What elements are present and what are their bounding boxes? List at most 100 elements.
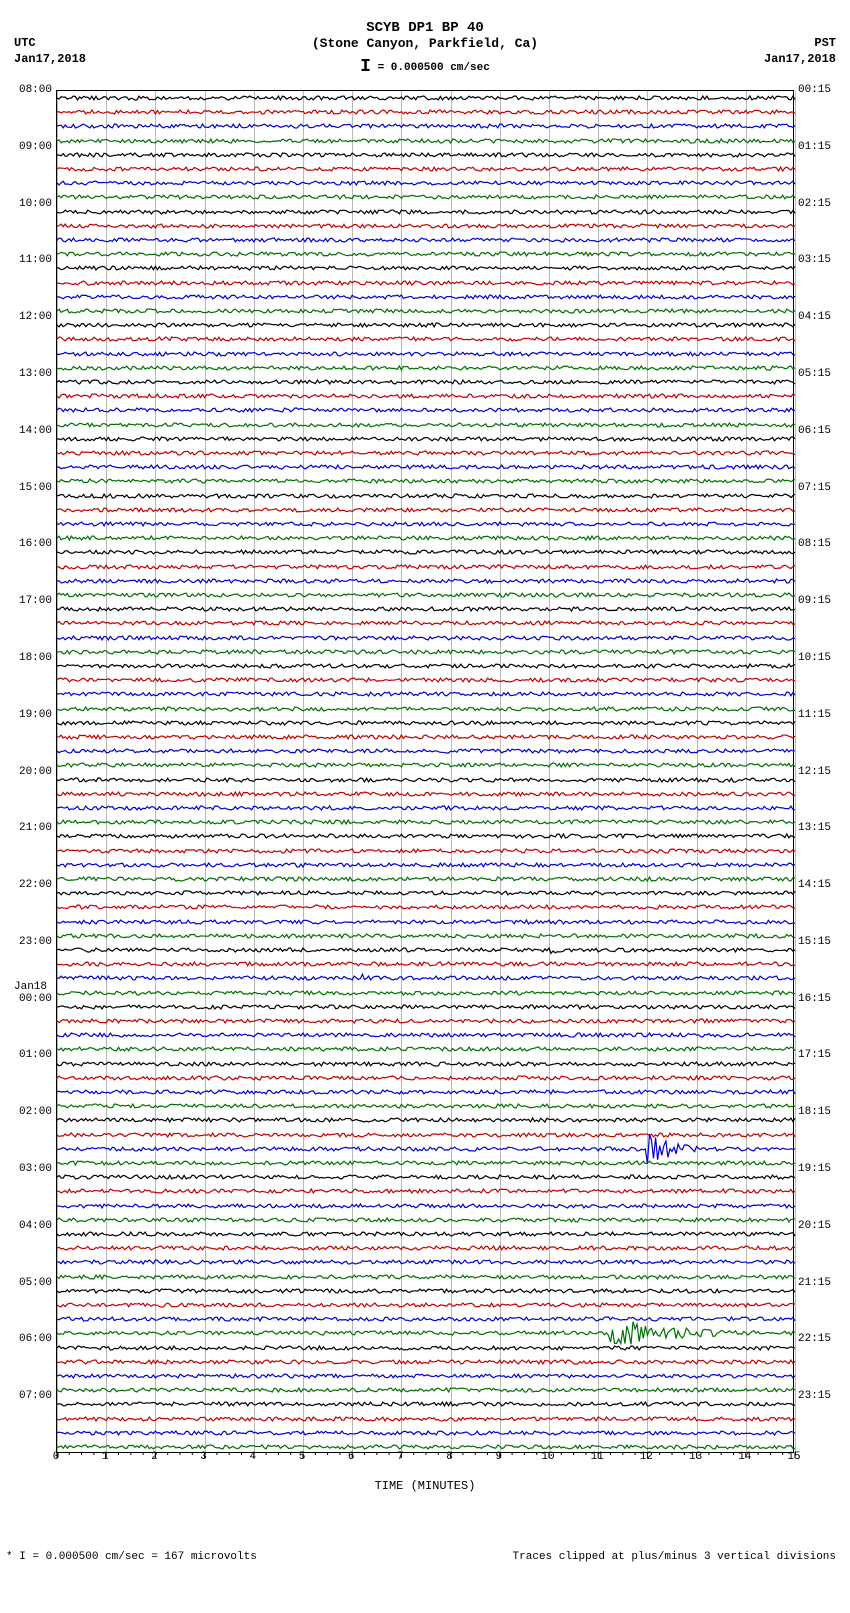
y-right-label: 16:15 (798, 993, 836, 1005)
trace-line (57, 1319, 793, 1320)
x-ticks: 0123456789101112131415 (56, 1443, 794, 1473)
trace-line (57, 254, 793, 255)
trace-line (57, 1191, 793, 1192)
y-left-label: 10:00 (14, 198, 52, 210)
y-right-label: 04:15 (798, 311, 836, 323)
trace-line (57, 311, 793, 312)
header: SCYB DP1 BP 40 (Stone Canyon, Parkfield,… (0, 0, 850, 77)
y-right-label: 17:15 (798, 1049, 836, 1061)
trace-line (57, 1248, 793, 1249)
x-axis-label: TIME (MINUTES) (0, 1479, 850, 1493)
y-left-label: 08:00 (14, 84, 52, 96)
y-right-label: 09:15 (798, 595, 836, 607)
y-right-label: 13:15 (798, 822, 836, 834)
trace-line (57, 283, 793, 284)
trace-line (57, 1262, 793, 1263)
date-right: Jan17,2018 (764, 52, 836, 66)
x-tick-label: 2 (151, 1451, 158, 1463)
trace-line (57, 1362, 793, 1363)
y-left-label: 06:00 (14, 1333, 52, 1345)
x-tick-label: 9 (495, 1451, 502, 1463)
trace-line (57, 808, 793, 809)
y-left-label: 17:00 (14, 595, 52, 607)
trace-line (57, 964, 793, 965)
trace-line (57, 737, 793, 738)
y-right-label: 15:15 (798, 936, 836, 948)
y-right-label: 10:15 (798, 652, 836, 664)
x-tick-label: 7 (397, 1451, 404, 1463)
y-right-label: 07:15 (798, 482, 836, 494)
y-right-label: 14:15 (798, 879, 836, 891)
y-left-label: 04:00 (14, 1220, 52, 1232)
trace-line (57, 268, 793, 269)
trace-line (57, 126, 793, 127)
trace-line (57, 1078, 793, 1079)
trace-line (57, 183, 793, 184)
trace-line (57, 1305, 793, 1306)
trace-line (57, 567, 793, 568)
trace-line (57, 609, 793, 610)
trace-line (57, 694, 793, 695)
scale-symbol: I (360, 57, 371, 77)
trace-line (57, 623, 793, 624)
trace-line (57, 496, 793, 497)
trace-line (57, 922, 793, 923)
trace-line (57, 339, 793, 340)
trace-line (57, 865, 793, 866)
y-right-label: 11:15 (798, 709, 836, 721)
x-tick-label: 8 (446, 1451, 453, 1463)
trace-line (57, 1234, 793, 1235)
trace-line (57, 794, 793, 795)
y-left-label: 09:00 (14, 141, 52, 153)
trace-line (57, 425, 793, 426)
y-right-label: 23:15 (798, 1390, 836, 1402)
trace-line (57, 510, 793, 511)
y-right-label: 20:15 (798, 1220, 836, 1232)
trace-line (57, 1291, 793, 1292)
y-left-label: 18:00 (14, 652, 52, 664)
y-left-label: 01:00 (14, 1049, 52, 1061)
y-right-label: 02:15 (798, 198, 836, 210)
trace-line (57, 1333, 793, 1334)
trace-line (57, 993, 793, 994)
x-tick-label: 13 (689, 1451, 702, 1463)
y-left-label: 07:00 (14, 1390, 52, 1402)
trace-line (57, 112, 793, 113)
x-tick-label: 11 (591, 1451, 604, 1463)
trace-line (57, 765, 793, 766)
trace-line (57, 1106, 793, 1107)
trace-line (57, 1376, 793, 1377)
trace-line (57, 950, 793, 951)
trace-line (57, 1049, 793, 1050)
y-right-label: 21:15 (798, 1277, 836, 1289)
x-tick-label: 14 (738, 1451, 751, 1463)
trace-line (57, 1433, 793, 1434)
y-left-label: 22:00 (14, 879, 52, 891)
title-line-2: (Stone Canyon, Parkfield, Ca) (0, 36, 850, 51)
trace-line (57, 1149, 793, 1150)
trace-line (57, 978, 793, 979)
trace-line (57, 1419, 793, 1420)
y-left-label: 12:00 (14, 311, 52, 323)
y-left-label: 16:00 (14, 538, 52, 550)
trace-line (57, 879, 793, 880)
trace-line (57, 396, 793, 397)
y-left-label: 15:00 (14, 482, 52, 494)
trace-line (57, 836, 793, 837)
trace-line (57, 226, 793, 227)
trace-line (57, 1120, 793, 1121)
trace-line (57, 907, 793, 908)
y-left-label: 00:00 (14, 993, 52, 1005)
y-left-label: 20:00 (14, 766, 52, 778)
y-left-label: 14:00 (14, 425, 52, 437)
trace-line (57, 297, 793, 298)
x-tick-label: 4 (249, 1451, 256, 1463)
grid-vertical (795, 91, 796, 1452)
y-right-label: 05:15 (798, 368, 836, 380)
trace-line (57, 751, 793, 752)
y-right-label: 03:15 (798, 254, 836, 266)
trace-line (57, 666, 793, 667)
trace-line (57, 240, 793, 241)
trace-line (57, 1163, 793, 1164)
y-right-label: 01:15 (798, 141, 836, 153)
